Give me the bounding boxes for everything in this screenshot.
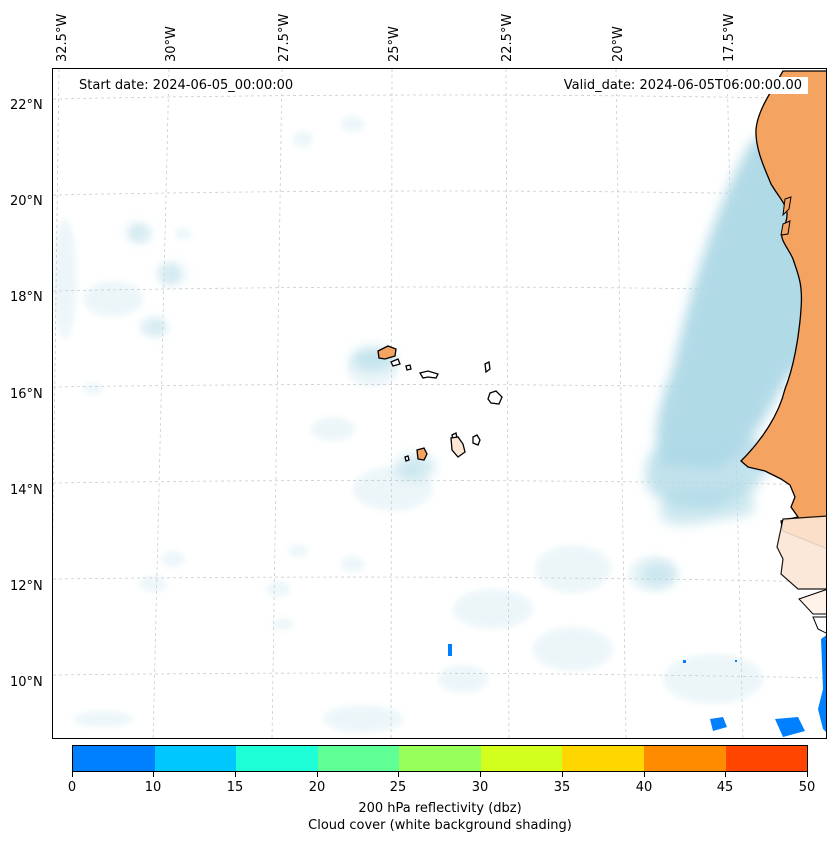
start-date-label: Start date: 2024-06-05_00:00:00 [73, 77, 300, 94]
lat-label-20n: 20°N [10, 194, 43, 209]
land-africa [740, 70, 826, 634]
colorbar-tick [480, 772, 481, 777]
lat-label-16n: 16°N [10, 387, 43, 402]
colorbar-tick-label: 15 [226, 780, 244, 795]
lon-label-20w: 20°W [611, 26, 626, 62]
colorbar-segment [643, 746, 726, 771]
colorbar-segment [480, 746, 563, 771]
colorbar-segment [725, 746, 808, 771]
colorbar-tick [317, 772, 318, 777]
colorbar-tick [562, 772, 563, 777]
colorbar-segment [399, 746, 481, 771]
colorbar-tick-label: 25 [389, 780, 407, 795]
colorbar-tick-label: 30 [471, 780, 489, 795]
colorbar-tick [644, 772, 645, 777]
lon-label-22-5w: 22.5°W [500, 13, 515, 62]
cloud-cover-light [53, 116, 763, 733]
cloud-cover-dense [127, 139, 826, 586]
colorbar-tick [725, 772, 726, 777]
lon-label-32-5w: 32.5°W [55, 13, 70, 62]
map-canvas [53, 69, 826, 738]
map-area[interactable]: Start date: 2024-06-05_00:00:00 Valid_da… [52, 68, 827, 739]
colorbar-tick-label: 0 [67, 780, 77, 795]
colorbar-tick-label: 50 [798, 780, 816, 795]
colorbar-tick [72, 772, 73, 777]
lon-label-25w: 25°W [387, 26, 402, 62]
reflectivity-patches [448, 635, 826, 737]
valid-date-label: Valid_date: 2024-06-05T06:00:00.00 [557, 77, 808, 94]
lat-label-18n: 18°N [10, 290, 43, 305]
graticule [53, 69, 826, 738]
colorbar-tick [398, 772, 399, 777]
colorbar-tick-label: 45 [716, 780, 734, 795]
colorbar-segment [236, 746, 318, 771]
colorbar-tick [235, 772, 236, 777]
colorbar-tick-label: 10 [144, 780, 162, 795]
lon-label-30w: 30°W [164, 26, 179, 62]
colorbar-segment [154, 746, 237, 771]
reflectivity-colorbar [72, 745, 808, 772]
lat-label-22n: 22°N [10, 98, 43, 113]
colorbar-tick [807, 772, 808, 777]
lon-label-17-5w: 17.5°W [722, 13, 737, 62]
colorbar-tick [153, 772, 154, 777]
colorbar-subtitle: Cloud cover (white background shading) [308, 818, 572, 833]
colorbar-title: 200 hPa reflectivity (dbz) [358, 801, 522, 816]
lat-label-14n: 14°N [10, 483, 43, 498]
colorbar-tick-label: 40 [635, 780, 653, 795]
colorbar-tick-label: 35 [553, 780, 571, 795]
cape-verde-islands [377, 345, 503, 462]
colorbar-segment [317, 746, 400, 771]
colorbar-segment [73, 746, 155, 771]
colorbar-segment [562, 746, 644, 771]
lat-label-12n: 12°N [10, 579, 43, 594]
lon-label-27-5w: 27.5°W [277, 13, 292, 62]
lat-label-10n: 10°N [10, 675, 43, 690]
colorbar-tick-label: 20 [308, 780, 326, 795]
